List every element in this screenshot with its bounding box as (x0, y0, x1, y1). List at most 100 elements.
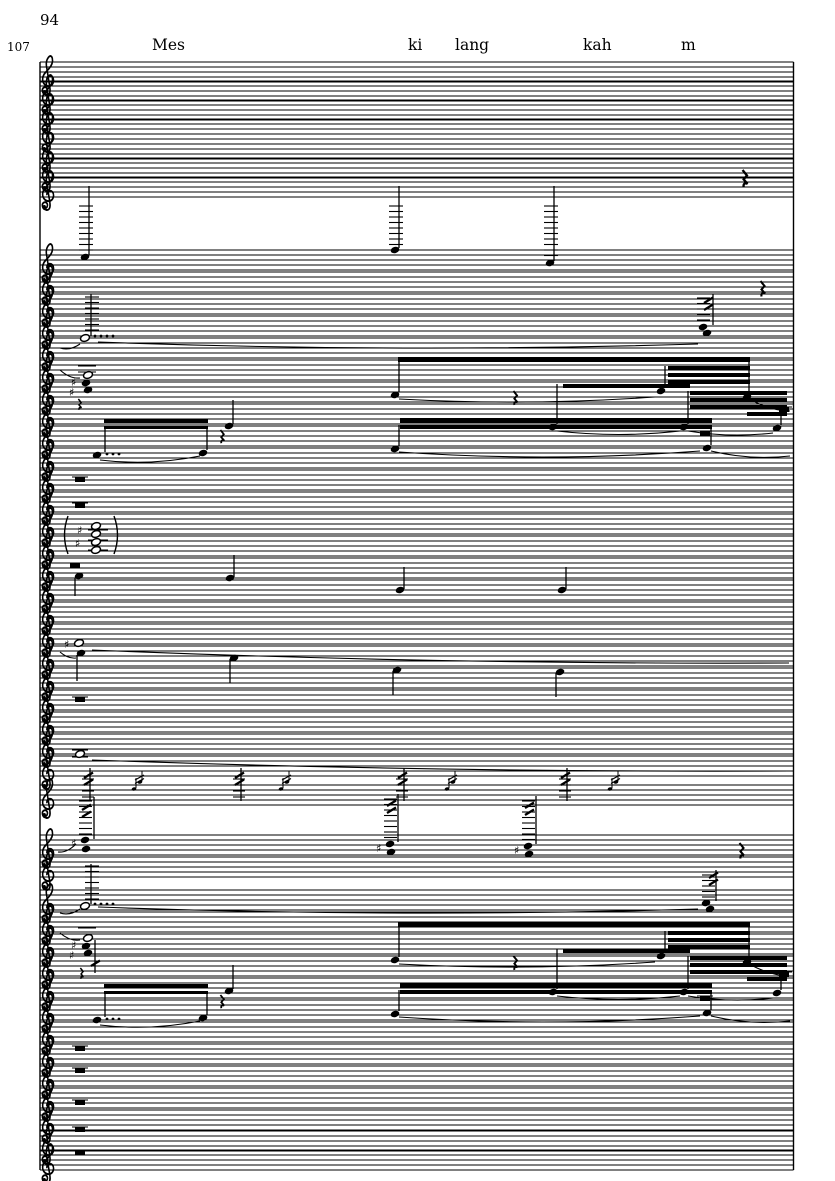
notehead (80, 836, 90, 844)
notehead (390, 391, 400, 399)
notehead (742, 958, 752, 966)
ledger-lines (72, 205, 715, 935)
whole-rest (75, 1150, 85, 1155)
notehead (523, 842, 533, 850)
measure-number: 107 (7, 40, 30, 54)
notehead-hollow (90, 529, 102, 539)
notehead (76, 649, 86, 657)
quarter-rest (77, 398, 83, 410)
whole-rest (75, 1068, 85, 1073)
notehead (80, 253, 90, 261)
notehead (679, 423, 689, 431)
notehead-hollow (90, 521, 102, 531)
notehead (555, 668, 565, 676)
notehead (74, 572, 84, 580)
notehead (392, 666, 402, 674)
notehead (83, 949, 93, 957)
whole-rest (700, 996, 710, 1001)
notehead (198, 1014, 208, 1022)
notehead (548, 988, 558, 996)
whole-rest (70, 563, 80, 568)
accidentals: ♯♯♯♯♯♯ ♯ ♯♯♯ (64, 376, 519, 962)
tremolo-slashes (81, 296, 719, 967)
notehead (390, 445, 400, 453)
notehead (545, 259, 555, 267)
augmentation-dots (93, 334, 121, 1021)
treble-clef-icon (41, 1143, 55, 1181)
grace-notes (131, 771, 621, 791)
treble-clef-icon (41, 778, 55, 819)
notehead (701, 899, 711, 907)
notehead-hollow (82, 933, 94, 943)
notehead (390, 246, 400, 254)
notehead (679, 988, 689, 996)
quarter-rest (738, 842, 745, 859)
parentheses (63, 515, 119, 555)
noteheads (73, 246, 782, 1024)
lyrics-layer: Mes ki lang kah m (152, 36, 696, 54)
notehead (698, 323, 708, 331)
notehead (225, 574, 235, 582)
notehead-hollow (79, 901, 91, 911)
notehead (83, 386, 93, 394)
notehead (92, 451, 102, 459)
whole-rest (779, 972, 789, 977)
notehead (224, 422, 234, 430)
whole-rest (700, 431, 710, 436)
sharp-accidental: ♯ (77, 524, 82, 537)
sharp-accidental: ♯ (71, 376, 76, 389)
lyric-syllable: lang (455, 36, 489, 54)
sharp-accidental: ♯ (69, 386, 74, 399)
notehead (390, 956, 400, 964)
notehead (702, 1009, 712, 1017)
whole-rest (75, 1100, 85, 1105)
notehead (229, 654, 239, 662)
notehead (702, 444, 712, 452)
clefs (41, 55, 55, 1181)
notehead (702, 329, 712, 337)
notehead (198, 449, 208, 457)
treble-clef-icon (41, 749, 55, 790)
stems (74, 186, 782, 1017)
sharp-accidental: ♯ (71, 837, 76, 850)
notehead-hollow (90, 537, 102, 547)
sharp-accidental: ♯ (376, 842, 381, 855)
lyric-syllable: m (681, 36, 696, 54)
ties (57, 341, 791, 1028)
whole-rest (779, 407, 789, 412)
page-number: 94 (40, 11, 60, 29)
notehead (386, 848, 396, 856)
sharp-accidental: ♯ (69, 949, 74, 962)
notehead (81, 845, 91, 853)
notehead (772, 424, 782, 432)
notehead (92, 1016, 102, 1024)
notehead-hollow (82, 370, 94, 380)
notehead (548, 423, 558, 431)
quarter-rest (512, 390, 519, 406)
sharp-accidental: ♯ (75, 537, 80, 550)
whole-rest (75, 1127, 85, 1132)
notehead (742, 393, 752, 401)
whole-rest (75, 477, 85, 482)
notehead (395, 586, 405, 594)
quarter-rest (759, 280, 766, 297)
quarter-rest (512, 955, 519, 971)
notehead (705, 905, 715, 913)
notehead-hollow (73, 638, 85, 648)
notehead-hollow (79, 333, 91, 343)
barlines (39, 62, 795, 1170)
notehead-hollow (90, 545, 102, 555)
notehead (81, 942, 91, 950)
sharp-accidental: ♯ (514, 844, 519, 857)
sharp-accidental: ♯ (71, 939, 76, 952)
notehead (557, 586, 567, 594)
notehead (656, 387, 666, 395)
sharp-accidental: ♯ (64, 638, 69, 651)
treble-clef-icon (41, 170, 55, 211)
notehead (524, 850, 534, 858)
lyric-syllable: ki (408, 36, 422, 54)
lyric-syllable: kah (583, 36, 612, 54)
whole-rest (75, 503, 85, 508)
notehead (385, 840, 395, 848)
